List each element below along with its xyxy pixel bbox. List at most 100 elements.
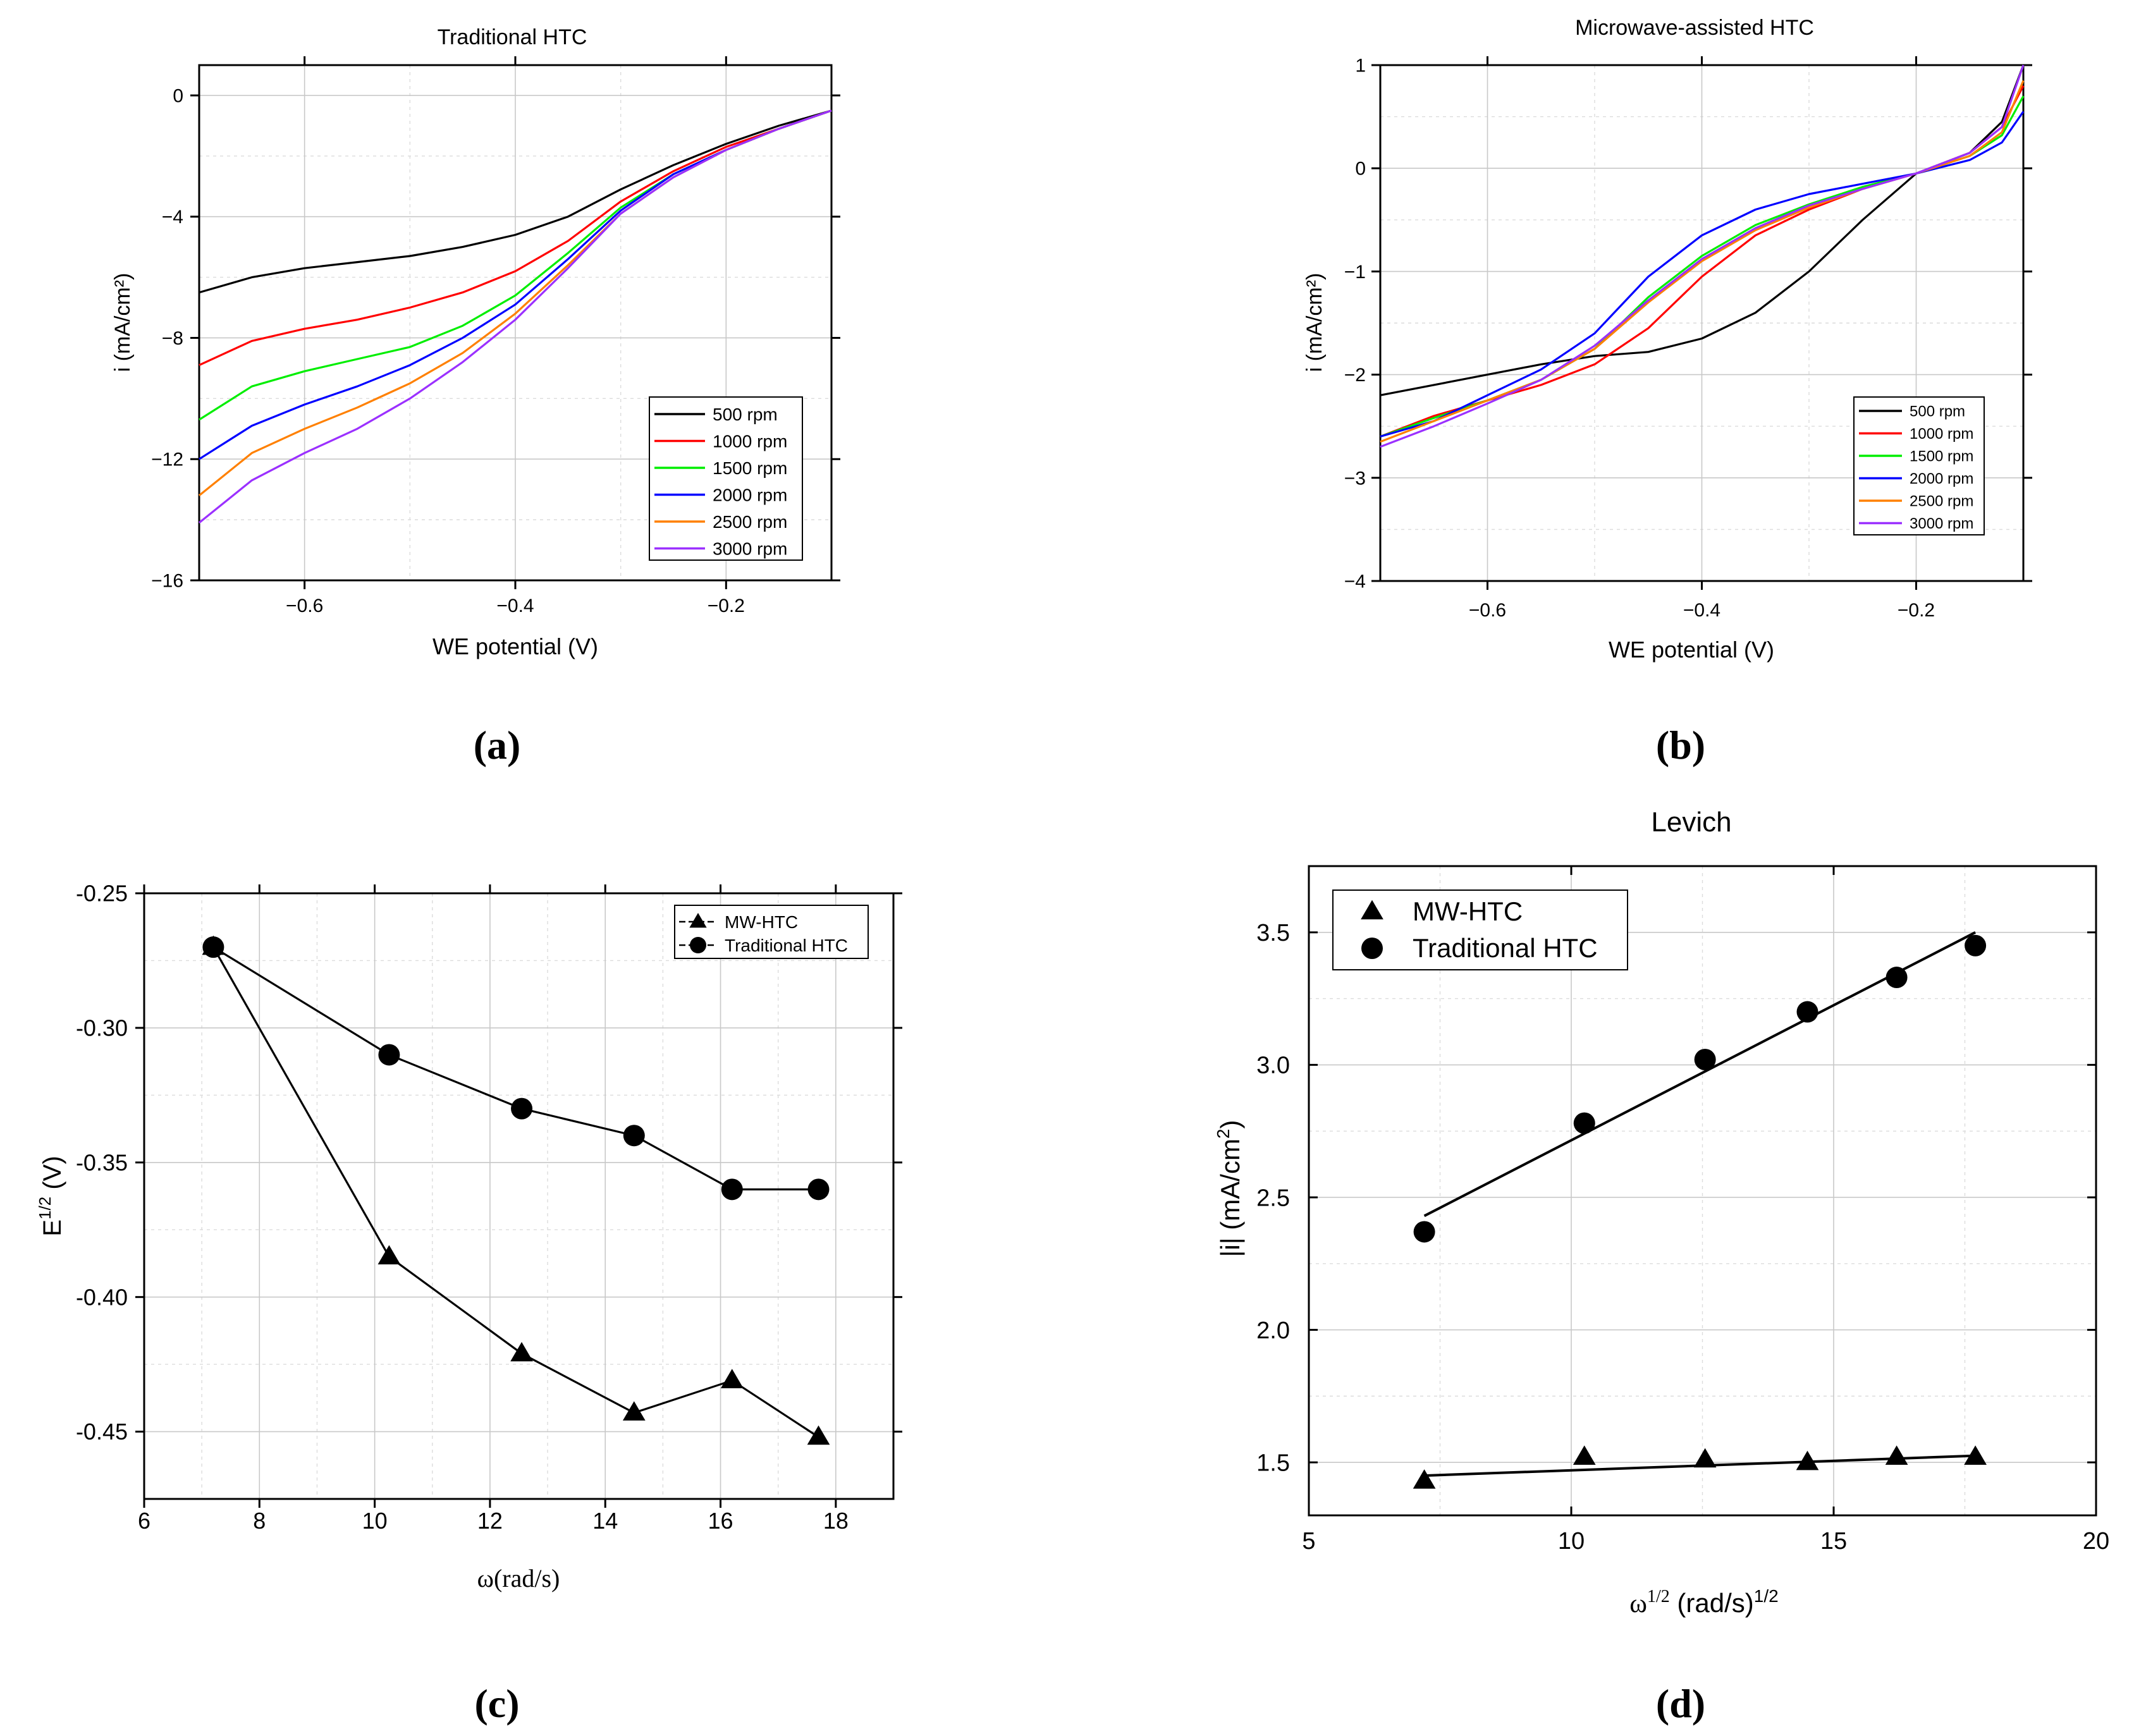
y-tick-label: -0.25 [76,881,128,907]
series-line-3000-rpm [198,109,832,524]
series-line-2000-rpm [1380,111,2025,438]
data-point-triangle [1573,1445,1596,1465]
y-axis-label-a: i (mA/cm²) [111,273,135,372]
y-axis-label-c: E1/2 (V) [35,1156,66,1236]
x-tick-label: 8 [253,1508,266,1534]
panel-d: 5 10 15 20 1.5 2.0 2.5 3.0 3.5 Levich ω1/2 (rad/… [1213,807,2109,1726]
data-point-triangle [1964,1445,1987,1465]
legend-marker [690,937,706,953]
data-point-triangle [1413,1469,1436,1489]
legend-marker [1361,900,1383,920]
y-tick-label: −4 [162,207,183,228]
y-tick-label: 2.0 [1256,1317,1290,1344]
x-tick-label: −0.4 [1683,600,1720,621]
x-axis-label-b: WE potential (V) [1609,637,1774,663]
legend-label: MW-HTC [1413,896,1523,926]
data-point-circle [1413,1221,1435,1243]
y-tick-label: −4 [1344,572,1366,592]
legend-label: 1000 rpm [1910,425,1973,443]
data-point-triangle [1693,1448,1717,1468]
x-tick-label: 20 [2083,1528,2109,1555]
panel-b: −0.6 −0.4 −0.2 1 0 −1 −2 −3 −4 Microwave-assiste… [1303,16,2032,767]
x-tick-label: 5 [1302,1528,1315,1555]
y-tick-label: -0.35 [76,1149,128,1175]
data-point-triangle [510,1342,533,1362]
panel-a: −0.6 −0.4 −0.20−4−8−12−16 Traditional HTC … [111,25,840,767]
data-point-circle [1694,1049,1716,1071]
data-point-circle [511,1097,533,1120]
x-tick-label: 6 [138,1508,150,1534]
legend-a: 500 rpm 1000 rpm 1500 rpm 2000 rpm 2500 rpm 3… [649,396,803,561]
legend-c: MW-HTC Traditional HTC [674,905,869,959]
chart-title-d: Levich [1651,807,1731,838]
y-tick-label: 1 [1355,56,1366,76]
y-tick-label: −1 [1344,262,1366,283]
x-axis-label-d: ω1/2 (rad/s)1/2 [1629,1586,1778,1618]
x-tick-label: 14 [592,1508,618,1534]
data-point-circle [1796,1001,1818,1023]
legend-label: 1500 rpm [713,458,787,478]
legend-label: 1000 rpm [713,431,787,451]
data-point-circle [721,1178,743,1201]
y-tick-label: -0.45 [76,1419,128,1445]
x-tick-label: 12 [477,1508,503,1534]
series-line-1000-rpm [199,109,832,367]
y-axis-label-b: i (mA/cm²) [1303,273,1327,372]
y-tick-label: −12 [151,449,183,470]
data-point-circle [807,1178,830,1201]
data-point-circle [623,1125,645,1147]
series-line-3000-rpm [1380,64,2025,448]
x-tick-label: 10 [1558,1528,1585,1555]
panel-label-a: (a) [474,723,521,767]
legend-label: Traditional HTC [725,936,848,955]
legend-label: 2500 rpm [1910,492,1973,510]
x-tick-label: 10 [362,1508,388,1534]
data-point-circle [1886,967,1908,989]
legend-label: 2000 rpm [1910,470,1973,487]
x-tick-label: −0.6 [286,596,323,616]
y-tick-label: −2 [1344,365,1366,386]
legend-label: 500 rpm [1910,403,1965,420]
legend-label: 3000 rpm [1910,515,1973,532]
y-tick-label: −8 [162,328,183,349]
series-line-triangle [212,946,819,1438]
chart-title-a: Traditional HTC [438,25,587,49]
y-tick-label: 3.5 [1256,920,1290,946]
x-tick-label: −0.2 [708,596,745,616]
data-point-triangle [1796,1450,1819,1470]
panel-label-d: (d) [1656,1681,1705,1726]
legend-label: 1500 rpm [1910,448,1973,465]
legend-marker [1361,938,1383,959]
legend-label: 2000 rpm [713,485,787,504]
legend-label: 500 rpm [713,405,778,424]
plot-frame-d [1308,865,2097,1517]
chart-title-b: Microwave-assisted HTC [1575,16,1814,40]
y-tick-label: 3.0 [1256,1053,1290,1079]
panel-label-c: (c) [474,1681,519,1726]
data-point-circle [1573,1112,1595,1134]
data-point-triangle [377,1245,401,1265]
data-point-circle [1965,934,1987,957]
y-tick-label: −3 [1344,468,1366,489]
legend-b: 500 rpm 1000 rpm 1500 rpm 2000 rpm 2500 rpm 3… [1853,396,1985,535]
data-point-triangle [720,1369,744,1388]
y-axis-label-d: |i| (mA/cm2) [1213,1120,1245,1257]
x-axis-label-a: WE potential (V) [432,633,598,659]
series-line-circle [212,946,819,1190]
legend-marker [689,912,707,928]
x-tick-label: −0.4 [496,596,534,616]
y-tick-label: 0 [1355,159,1366,180]
y-tick-label: 2.5 [1256,1185,1290,1211]
data-point-triangle [1885,1445,1908,1465]
legend-label: 3000 rpm [713,539,787,558]
y-tick-label: -0.40 [76,1284,128,1310]
y-tick-label: -0.30 [76,1015,128,1041]
x-tick-label: 18 [823,1508,849,1534]
data-point-circle [378,1044,400,1066]
legend-label: MW-HTC [725,912,798,932]
data-point-circle [202,936,224,958]
series-line-500-rpm [199,109,832,294]
data-point-triangle [807,1425,830,1445]
data-point-triangle [622,1401,646,1421]
